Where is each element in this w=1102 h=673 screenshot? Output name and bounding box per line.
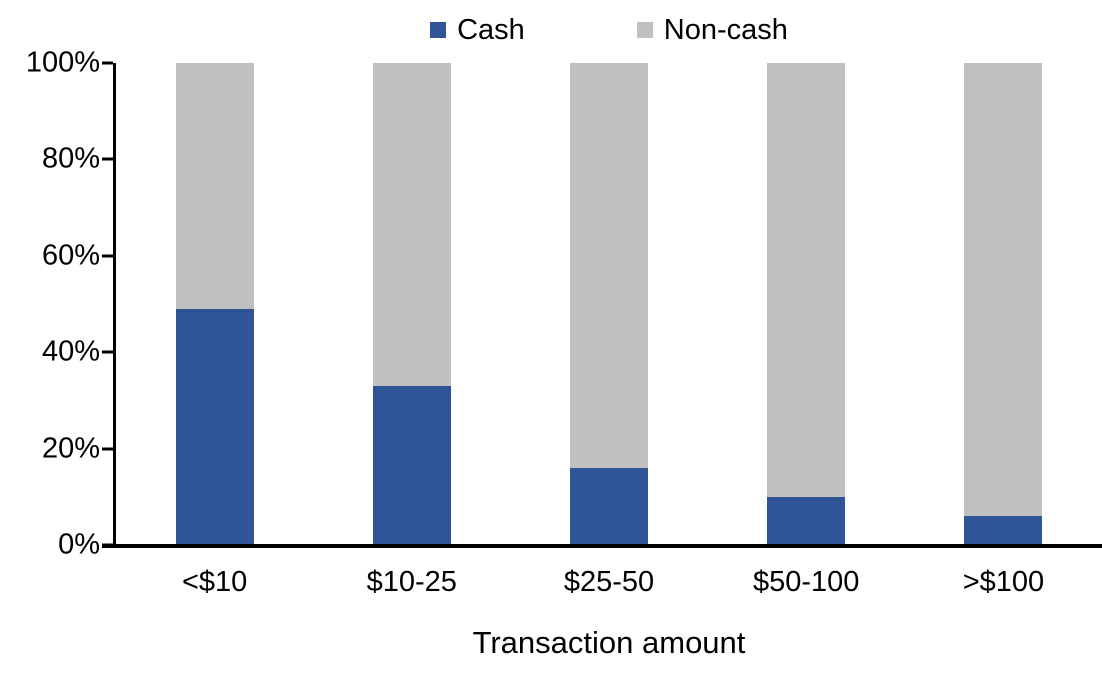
bar-slot-10 [116,63,313,545]
bar-10-25 [372,63,451,545]
y-axis-tick-mark-100 [102,61,113,65]
x-axis-tick-label-10-25: $10-25 [366,566,457,598]
y-axis-line [113,63,116,545]
legend-label-cash: Cash [457,13,525,46]
y-axis-tick-mark-60 [102,254,113,258]
bar-segment-non-cash-50-100 [767,63,846,497]
y-axis-tick-label-100: 100% [25,46,100,79]
legend-item-non-cash: Non-cash [636,13,788,46]
y-axis-tick-mark-0 [102,543,113,547]
x-axis-line [102,544,1102,548]
bar-25-50 [570,63,648,545]
bar-slot-10-25 [313,63,510,545]
bar-segment-non-cash-25-50 [570,63,648,468]
bar-slot-100 [905,63,1102,545]
x-axis-tick-label-10: <$10 [181,566,248,598]
y-axis-tick-label-60: 60% [41,239,100,272]
y-axis-tick-label-40: 40% [41,335,100,368]
x-axis-tick-label-100: >$100 [962,566,1045,598]
y-axis-tick-mark-80 [102,157,113,161]
y-axis-tick-label-0: 0% [58,528,100,561]
y-axis-tick-label-20: 20% [41,432,100,465]
legend-swatch-icon [430,22,447,38]
bar-segment-non-cash-100 [964,63,1043,517]
y-axis-tick-mark-20 [102,447,113,451]
bars-container [116,63,1102,545]
bar-segment-cash-10-25 [372,385,451,545]
legend-swatch-icon [636,22,653,38]
bar-segment-cash-25-50 [570,467,648,545]
y-axis-tick-label-80: 80% [41,142,100,175]
bar-slot-25-50 [510,63,707,545]
bar-segment-non-cash-10 [175,63,254,309]
x-axis-tick-label-25-50: $25-50 [563,566,655,598]
bar-segment-non-cash-10-25 [372,63,451,386]
bar-slot-50-100 [708,63,905,545]
x-axis-tick-label-50-100: $50-100 [752,566,860,598]
bar-segment-cash-50-100 [767,496,846,545]
x-axis-title: Transaction amount [472,625,746,660]
bar-50-100 [767,63,846,545]
bar-100 [964,63,1043,545]
bar-segment-cash-10 [175,308,254,545]
y-axis-labels: 0% 20% 40% 60% 80% 100% [0,48,100,559]
bar-segment-cash-100 [964,516,1043,545]
bar-10 [175,63,254,545]
chart-legend: Cash Non-cash [116,12,1102,48]
legend-label-non-cash: Non-cash [663,13,788,46]
plot-area [102,61,1102,548]
x-axis-labels: <$10 $10-25 $25-50 $50-100 >$100 [116,566,1102,599]
legend-item-cash: Cash [430,13,525,46]
y-axis-tick-mark-40 [102,350,113,354]
